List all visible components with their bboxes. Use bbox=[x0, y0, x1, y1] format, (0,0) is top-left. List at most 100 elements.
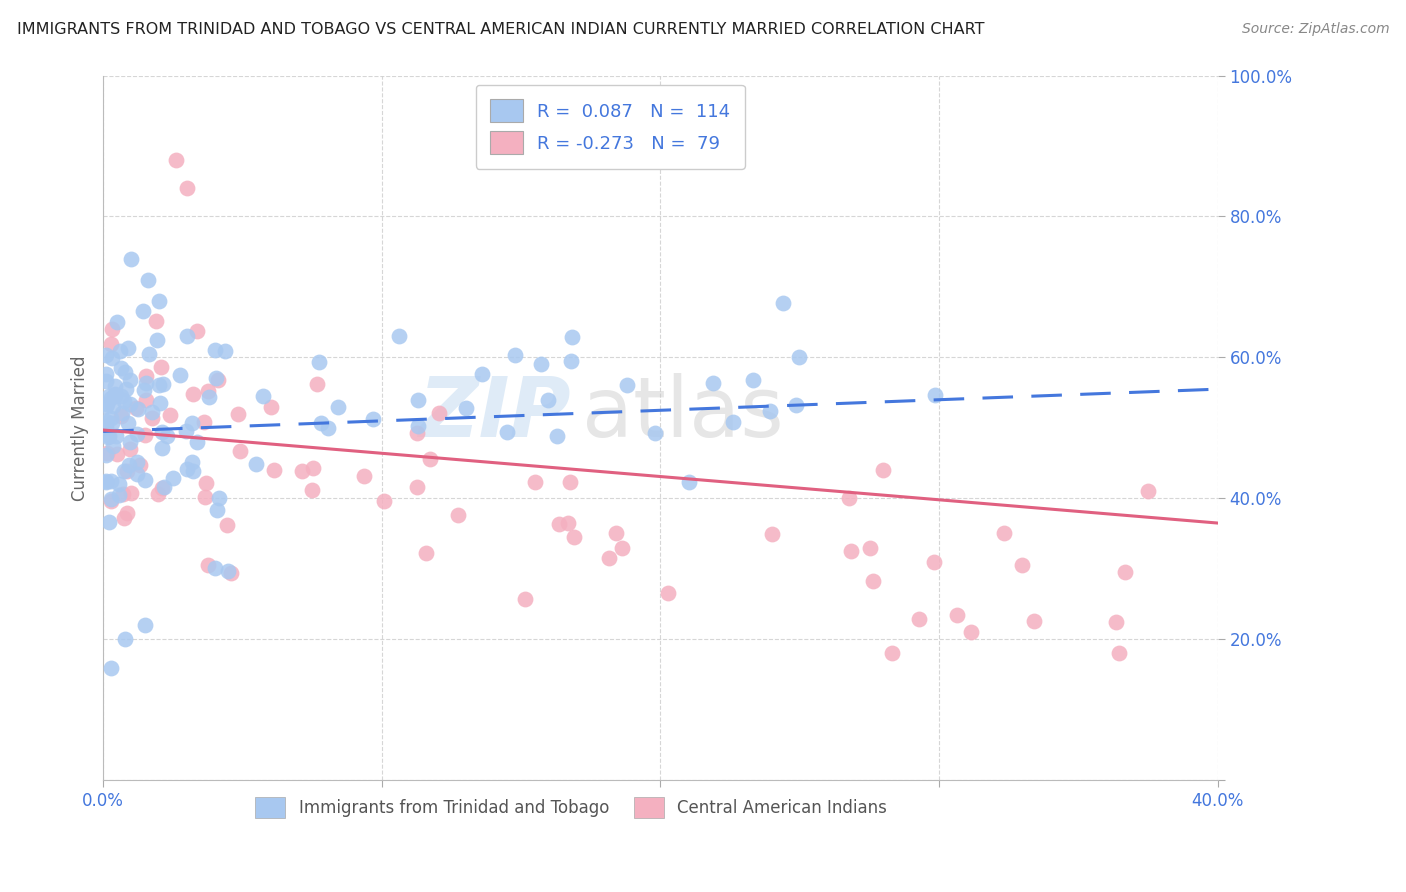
Point bbox=[207, 373, 229, 387]
Point bbox=[415, 546, 437, 560]
Point bbox=[194, 476, 217, 491]
Point bbox=[197, 384, 219, 399]
Point bbox=[104, 429, 127, 443]
Point bbox=[105, 447, 128, 461]
Point bbox=[245, 457, 267, 471]
Point bbox=[165, 153, 187, 167]
Point bbox=[110, 409, 132, 424]
Point bbox=[114, 365, 136, 379]
Point bbox=[100, 492, 122, 507]
Point bbox=[104, 379, 127, 393]
Point bbox=[1022, 614, 1045, 628]
Point bbox=[94, 367, 117, 381]
Point bbox=[326, 400, 349, 414]
Point bbox=[152, 377, 174, 392]
Point bbox=[112, 393, 135, 408]
Point bbox=[1011, 558, 1033, 572]
Point bbox=[186, 435, 208, 450]
Point bbox=[186, 324, 208, 338]
Point bbox=[537, 393, 560, 408]
Point bbox=[112, 510, 135, 524]
Point bbox=[406, 418, 429, 433]
Point bbox=[263, 463, 285, 477]
Point bbox=[530, 358, 553, 372]
Point bbox=[169, 368, 191, 382]
Point bbox=[205, 371, 228, 385]
Point bbox=[388, 329, 411, 343]
Point bbox=[204, 561, 226, 575]
Point bbox=[198, 390, 221, 404]
Point bbox=[100, 474, 122, 488]
Point bbox=[558, 475, 581, 489]
Point bbox=[503, 348, 526, 362]
Point bbox=[150, 425, 173, 439]
Point bbox=[605, 526, 627, 541]
Point bbox=[149, 395, 172, 409]
Point bbox=[678, 475, 700, 490]
Point bbox=[108, 476, 131, 491]
Point bbox=[405, 480, 427, 494]
Point bbox=[108, 488, 131, 502]
Point bbox=[136, 273, 159, 287]
Point bbox=[610, 541, 633, 556]
Point bbox=[546, 429, 568, 443]
Point bbox=[1114, 565, 1136, 579]
Point bbox=[96, 348, 118, 362]
Point bbox=[761, 526, 783, 541]
Point bbox=[309, 417, 332, 431]
Point bbox=[134, 618, 156, 632]
Point bbox=[547, 516, 569, 531]
Legend: Immigrants from Trinidad and Tobago, Central American Indians: Immigrants from Trinidad and Tobago, Cen… bbox=[249, 790, 894, 825]
Point bbox=[181, 464, 204, 478]
Point bbox=[204, 343, 226, 358]
Point bbox=[135, 368, 157, 383]
Point bbox=[94, 419, 117, 434]
Point bbox=[117, 464, 139, 478]
Point bbox=[97, 430, 120, 444]
Point bbox=[176, 462, 198, 476]
Point bbox=[120, 397, 142, 411]
Point bbox=[226, 407, 249, 421]
Point bbox=[787, 350, 810, 364]
Point bbox=[118, 458, 141, 472]
Point bbox=[515, 591, 537, 606]
Point bbox=[305, 376, 328, 391]
Point bbox=[146, 487, 169, 501]
Point bbox=[100, 494, 122, 508]
Point bbox=[118, 434, 141, 449]
Point bbox=[560, 354, 582, 368]
Point bbox=[94, 374, 117, 388]
Point bbox=[839, 544, 862, 558]
Point bbox=[129, 458, 152, 473]
Point bbox=[131, 303, 153, 318]
Point bbox=[785, 398, 807, 412]
Point bbox=[260, 401, 283, 415]
Point bbox=[176, 181, 198, 195]
Point bbox=[838, 491, 860, 506]
Point bbox=[94, 448, 117, 462]
Point bbox=[193, 415, 215, 429]
Point bbox=[721, 415, 744, 429]
Point bbox=[405, 426, 427, 441]
Text: ZIP: ZIP bbox=[419, 374, 571, 454]
Point bbox=[194, 490, 217, 504]
Point bbox=[100, 391, 122, 405]
Point bbox=[496, 425, 519, 439]
Point bbox=[96, 397, 118, 411]
Text: Source: ZipAtlas.com: Source: ZipAtlas.com bbox=[1241, 22, 1389, 37]
Point bbox=[100, 416, 122, 430]
Point bbox=[373, 493, 395, 508]
Point bbox=[880, 647, 903, 661]
Point bbox=[134, 427, 156, 442]
Point bbox=[100, 410, 122, 425]
Point bbox=[138, 347, 160, 361]
Text: IMMIGRANTS FROM TRINIDAD AND TOBAGO VS CENTRAL AMERICAN INDIAN CURRENTLY MARRIED: IMMIGRANTS FROM TRINIDAD AND TOBAGO VS C… bbox=[17, 22, 984, 37]
Point bbox=[127, 427, 149, 442]
Point bbox=[153, 480, 176, 494]
Point bbox=[702, 376, 724, 390]
Point bbox=[561, 329, 583, 343]
Point bbox=[924, 387, 946, 401]
Point bbox=[181, 387, 204, 401]
Point bbox=[427, 406, 450, 420]
Point bbox=[361, 412, 384, 426]
